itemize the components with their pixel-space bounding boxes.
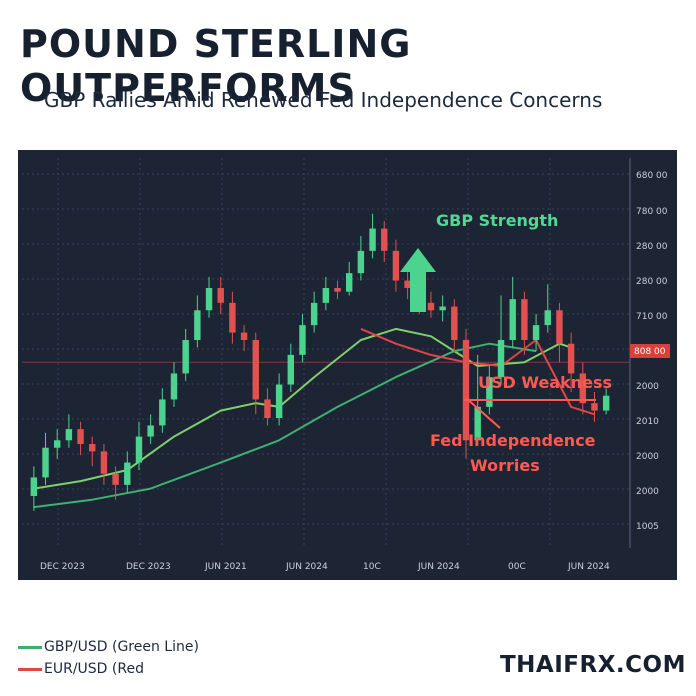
candle-down <box>404 280 411 288</box>
price-marker-box <box>630 344 670 358</box>
legend-label: EUR/USD (Red <box>44 661 144 677</box>
y-tick-label: 280 00 <box>636 277 668 287</box>
candle-up <box>135 436 143 463</box>
y-tick-label: 2000 <box>636 487 659 497</box>
candle-down <box>381 228 388 251</box>
candle-up <box>602 395 610 411</box>
annotation-usd-weakness: USD Weakness <box>478 373 612 392</box>
annotation-worries: Worries <box>470 456 540 475</box>
candle-up <box>310 302 318 326</box>
x-tick-label: JUN 2021 <box>204 562 247 572</box>
x-tick-label: 00C <box>508 562 526 572</box>
candle-up <box>42 447 49 478</box>
x-tick-label: DEC 2023 <box>126 562 171 572</box>
candle-up <box>205 288 213 311</box>
candle-up <box>532 325 540 340</box>
annotations: GBP Strength USD Weakness Fed Independen… <box>400 211 612 475</box>
candle-up <box>357 250 365 274</box>
candle-down <box>451 306 458 340</box>
x-tick-label: 10C <box>363 562 381 572</box>
annotation-gbp-strength: GBP Strength <box>436 211 558 230</box>
y-tick-label: 710 00 <box>636 312 668 322</box>
candle-up <box>159 399 166 426</box>
candle-down <box>579 373 587 404</box>
legend-label: GBP/USD (Green Line) <box>44 639 199 655</box>
y-tick-label: 780 00 <box>636 207 668 217</box>
candle-up <box>345 273 353 292</box>
candle-down <box>521 299 528 340</box>
fed-worries-line <box>360 327 595 416</box>
candle-up <box>170 373 178 400</box>
candles <box>30 213 610 511</box>
candle-up <box>486 377 493 407</box>
candle-up <box>53 440 61 448</box>
candle-up <box>182 340 189 374</box>
candle-down <box>77 429 84 444</box>
page-title: POUND STERLING OUTPERFORMS <box>20 22 412 110</box>
candle-down <box>89 444 96 452</box>
up-arrow-icon <box>400 248 436 312</box>
candle-up <box>65 429 73 441</box>
candle-up <box>439 306 446 311</box>
candle-up <box>474 406 481 441</box>
x-tick-label: JUN 2024 <box>285 562 328 572</box>
candle-up <box>30 477 38 496</box>
candle-down <box>264 399 271 418</box>
candle-down <box>462 340 470 441</box>
series-lines <box>33 327 595 509</box>
candle-up <box>299 325 306 355</box>
candle-down <box>427 302 435 311</box>
candle-up <box>147 425 154 437</box>
candle-down <box>240 332 248 340</box>
candle-up <box>509 299 516 340</box>
candle-down <box>334 288 341 292</box>
candle-up <box>194 310 201 340</box>
annotation-fed-independence: Fed Independence <box>430 431 596 450</box>
legend-swatch-red <box>18 667 42 671</box>
chart-panel: 680 00 780 00 280 00 280 00 710 00 2000 … <box>18 150 677 580</box>
candle-down <box>217 288 224 303</box>
candle-up <box>124 462 131 485</box>
fed-worries-pointer <box>465 397 501 429</box>
candle-down <box>100 451 108 474</box>
legend-swatch-green <box>18 645 42 649</box>
y-tick-label: 2000 <box>636 452 659 462</box>
candle-up <box>287 354 295 385</box>
y-tick-label: 2010 <box>636 417 659 427</box>
x-tick-label: DEC 2023 <box>40 562 85 572</box>
candle-down <box>112 473 119 485</box>
candle-up <box>275 384 283 418</box>
page-subtitle: GBP Rallies Amid Renewed Fed Independenc… <box>44 88 603 112</box>
x-tick-label: JUN 2024 <box>567 562 610 572</box>
y-tick-label: 2000 <box>636 382 659 392</box>
brand-logo: THAIFRX.COM <box>499 652 686 678</box>
candle-up <box>497 340 505 378</box>
y-tick-label: 1005 <box>636 522 659 532</box>
candle-down <box>229 302 236 333</box>
x-tick-label: JUN 2024 <box>417 562 460 572</box>
legend-item-eur: EUR/USD (Red <box>18 658 199 680</box>
candle-up <box>369 228 376 251</box>
candle-down <box>556 310 563 344</box>
candle-down <box>591 403 598 411</box>
legend-item-gbp: GBP/USD (Green Line) <box>18 636 199 658</box>
eur-usd-line <box>33 342 537 509</box>
candle-up <box>544 310 551 326</box>
candle-down <box>252 340 259 400</box>
candle-up <box>322 288 330 303</box>
chart-background <box>18 150 677 580</box>
candle-down <box>567 343 575 374</box>
gbp-usd-line <box>33 327 572 490</box>
candlestick-chart: 680 00 780 00 280 00 280 00 710 00 2000 … <box>18 150 677 580</box>
y-tick-label: 680 00 <box>636 171 668 181</box>
price-marker-label: 808 00 <box>634 347 666 357</box>
candle-down <box>392 250 400 281</box>
legend: GBP/USD (Green Line) EUR/USD (Red <box>18 636 199 680</box>
y-tick-label: 280 00 <box>636 242 668 252</box>
axes: 680 00 780 00 280 00 280 00 710 00 2000 … <box>40 171 670 572</box>
